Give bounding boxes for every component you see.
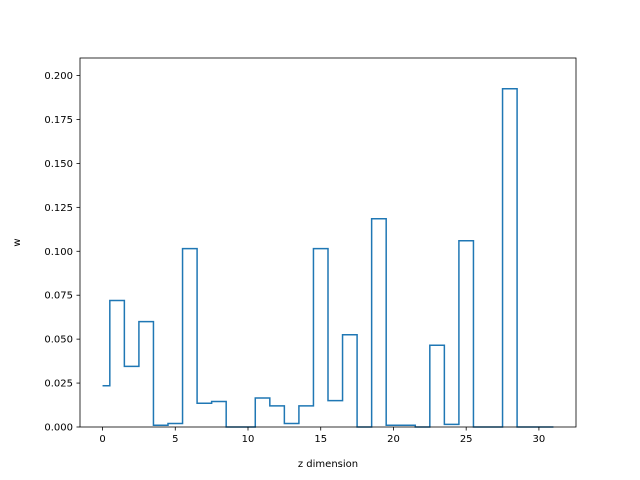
- x-tick-label: 0: [99, 434, 105, 445]
- y-tick-label: 0.200: [44, 71, 73, 82]
- x-tick-label: 30: [533, 434, 546, 445]
- x-axis-ticks: 0 5 10 15 20 25 30: [99, 427, 545, 445]
- x-tick-label: 25: [460, 434, 473, 445]
- y-tick-label: 0.075: [44, 291, 73, 302]
- y-tick-label: 0.125: [44, 203, 73, 214]
- y-tick-label: 0.000: [44, 423, 73, 434]
- series-step-line: [102, 88, 554, 428]
- y-tick-label: 0.100: [44, 247, 73, 258]
- x-tick-label: 5: [172, 434, 178, 445]
- y-axis-label: w: [12, 238, 23, 246]
- axes-frame: [79, 57, 577, 428]
- x-axis-label: z dimension: [298, 459, 358, 470]
- y-tick-label: 0.050: [44, 335, 73, 346]
- y-tick-label: 0.025: [44, 379, 73, 390]
- x-tick-label: 15: [314, 434, 327, 445]
- x-tick-label: 10: [242, 434, 255, 445]
- y-tick-label: 0.175: [44, 115, 73, 126]
- y-tick-label: 0.150: [44, 159, 73, 170]
- x-tick-label: 20: [387, 434, 400, 445]
- y-axis-ticks: 0.000 0.025 0.050 0.075 0.100 0.125 0.150 0.175…: [44, 71, 80, 434]
- plot-area: [102, 88, 554, 428]
